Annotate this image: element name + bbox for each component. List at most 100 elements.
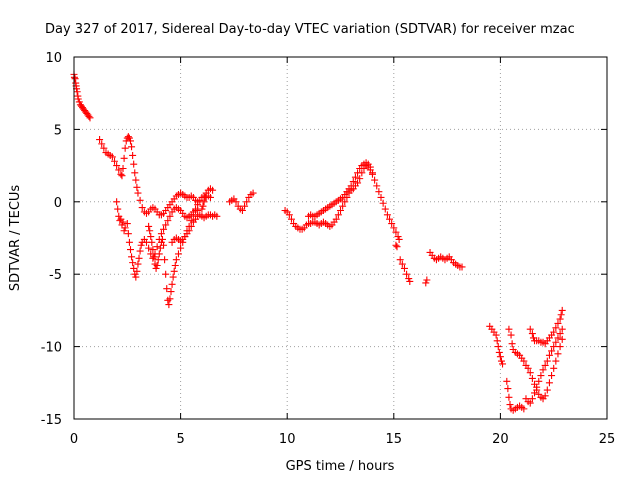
data-point-plus: [390, 224, 398, 232]
data-point-plus: [137, 241, 145, 249]
data-point-plus: [545, 351, 553, 359]
data-point-plus: [157, 230, 165, 238]
series-arc-11: [396, 256, 414, 285]
data-point-plus: [123, 220, 131, 228]
data-point-plus: [167, 288, 175, 296]
data-point-plus: [96, 136, 104, 144]
data-point-plus: [116, 217, 124, 225]
data-point-plus: [132, 273, 140, 281]
data-point-plus: [146, 227, 154, 235]
data-point-plus: [113, 162, 121, 170]
x-tick-label: 5: [176, 432, 184, 447]
data-point-plus: [381, 205, 389, 213]
data-point-plus: [115, 166, 123, 174]
data-point-plus: [134, 260, 142, 268]
data-point-plus: [160, 225, 168, 233]
data-point-plus: [386, 215, 394, 223]
data-point-plus: [356, 175, 364, 183]
data-point-plus: [503, 377, 511, 385]
data-point-plus: [128, 143, 136, 151]
data-point-plus: [287, 215, 295, 223]
data-point-plus: [550, 328, 558, 336]
data-point-plus: [524, 364, 532, 372]
data-point-plus: [156, 244, 164, 252]
data-point-plus: [383, 211, 391, 219]
data-point-plus: [496, 353, 504, 361]
data-point-plus: [554, 350, 562, 358]
data-point-plus: [147, 233, 155, 241]
data-point-plus: [129, 151, 137, 159]
y-tick-label: 0: [54, 196, 62, 211]
data-point-plus: [160, 241, 168, 249]
data-point-plus: [552, 357, 560, 365]
data-point-plus: [499, 360, 507, 368]
data-point-plus: [552, 324, 560, 332]
data-point-plus: [405, 275, 413, 283]
y-tick-label: -10: [41, 341, 62, 356]
x-tick-label: 0: [70, 432, 78, 447]
series-arc-17: [526, 306, 566, 348]
data-point-plus: [174, 250, 182, 258]
data-point-plus: [166, 212, 174, 220]
data-point-plus: [121, 224, 129, 232]
data-point-plus: [497, 357, 505, 365]
data-point-plus: [508, 340, 516, 348]
data-point-plus: [396, 256, 404, 264]
series-arc-14: [486, 322, 507, 368]
data-point-plus: [113, 198, 121, 206]
data-point-plus: [395, 235, 403, 243]
data-point-plus: [403, 270, 411, 278]
data-point-plus: [379, 199, 387, 207]
data-point-plus: [505, 393, 513, 401]
series-arc-5: [168, 211, 221, 246]
data-point-plus: [162, 270, 170, 278]
data-point-plus: [554, 334, 562, 342]
data-point-plus: [249, 189, 257, 197]
data-point-plus: [339, 202, 347, 210]
series-arc-2: [96, 133, 202, 219]
data-point-plus: [558, 306, 566, 314]
data-point-plus: [398, 260, 406, 268]
data-point-plus: [118, 172, 126, 180]
data-point-plus: [200, 198, 208, 206]
data-point-plus: [162, 221, 170, 229]
data-point-plus: [150, 253, 158, 261]
data-point-plus: [392, 228, 400, 236]
data-point-plus: [161, 256, 169, 264]
data-point-plus: [86, 114, 94, 122]
y-tick-label: 5: [54, 123, 62, 138]
data-point-plus: [539, 366, 547, 374]
data-point-plus: [458, 263, 466, 271]
data-point-plus: [74, 95, 82, 103]
data-point-plus: [189, 211, 197, 219]
data-point-plus: [393, 243, 401, 251]
data-point-plus: [526, 325, 534, 333]
data-point-plus: [526, 399, 534, 407]
y-tick-labels: 10 5 0 -5 -10 -15: [41, 51, 62, 428]
data-point-plus: [114, 205, 122, 213]
axis-ticks: [73, 56, 608, 420]
data-point-plus: [493, 337, 501, 345]
data-point-plus: [377, 193, 385, 201]
data-point-plus: [119, 164, 127, 172]
series-arc-12: [422, 276, 431, 287]
data-point-plus: [556, 343, 564, 351]
data-point-plus: [537, 372, 545, 380]
data-point-plus: [158, 235, 166, 243]
data-point-plus: [152, 264, 160, 272]
data-point-plus: [124, 133, 132, 141]
data-point-plus: [423, 276, 431, 284]
plot-frame: [73, 56, 608, 420]
data-point-plus: [388, 220, 396, 228]
data-point-plus: [337, 206, 344, 214]
x-tick-label: 10: [279, 432, 296, 447]
data-point-plus: [392, 241, 400, 249]
series-arc-18: [522, 325, 566, 407]
data-point-plus: [148, 238, 156, 246]
data-point-plus: [164, 217, 172, 225]
data-point-plus: [171, 262, 179, 270]
data-point-plus: [130, 264, 138, 272]
data-point-plus: [285, 211, 293, 219]
data-point-plus: [185, 227, 193, 235]
data-point-plus: [119, 218, 127, 226]
